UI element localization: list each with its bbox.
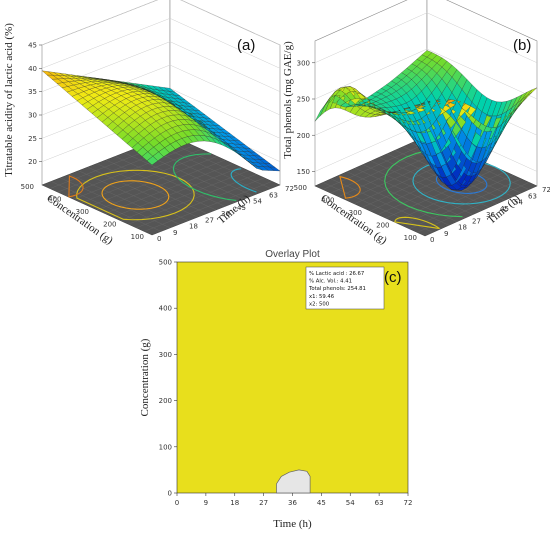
panel-label: (c) <box>384 269 402 286</box>
z-tick-label: 40 <box>28 65 37 73</box>
legend-entry: % Alc. Vol.: 4.41 <box>309 279 352 285</box>
time-tick-label: 45 <box>500 205 509 213</box>
panel-label: (a) <box>237 37 255 54</box>
y-tick-label: 400 <box>159 305 172 313</box>
x-tick-label: 54 <box>346 499 355 507</box>
floor-contour <box>101 180 170 210</box>
time-tick-label: 63 <box>528 192 537 200</box>
time-tick-label: 54 <box>253 198 262 206</box>
time-tick-label: 72 <box>542 186 550 194</box>
z-tick-label: 20 <box>28 158 37 166</box>
y-tick-label: 200 <box>159 397 172 405</box>
y-tick-label: 300 <box>159 351 172 359</box>
concentration-tick-label: 300 <box>76 208 89 216</box>
surface-mesh <box>41 70 281 172</box>
z-tick-label: 35 <box>28 88 37 96</box>
wall-gridline <box>314 48 538 100</box>
wall-gridline <box>314 12 538 63</box>
z-tick-label: 30 <box>28 112 37 120</box>
concentration-tick-label: 300 <box>349 209 362 217</box>
y-axis-label: Concentration (g) <box>139 338 151 416</box>
x-tick-label: 63 <box>375 499 384 507</box>
floor-contour <box>394 216 440 230</box>
concentration-tick-label: 400 <box>48 196 61 204</box>
floor-contour <box>384 147 463 218</box>
concentration-tick-label: 200 <box>103 221 116 229</box>
floor-contour <box>172 153 237 202</box>
surface-plot-a: 20 25 30 35 40 45 100 200 300 400 500 0 9 18 27 36 45 54 6… <box>3 0 294 247</box>
surface-cell <box>314 104 326 122</box>
overlay-title: Overlay Plot <box>265 249 320 260</box>
legend-box <box>305 266 385 310</box>
y-tick-label: 0 <box>168 490 172 498</box>
time-tick-label: 0 <box>157 235 161 243</box>
floor-grid <box>89 156 218 207</box>
concentration-tick-label: 200 <box>376 222 389 230</box>
panel-label: (b) <box>513 37 531 54</box>
time-tick-label: 27 <box>205 216 214 224</box>
surface-cell <box>41 70 54 76</box>
z-tick-label: 150 <box>297 168 310 176</box>
z-tick-label: 25 <box>28 135 37 143</box>
time-tick-label: 18 <box>189 223 198 231</box>
floor-contour <box>230 168 257 193</box>
time-tick-label: 0 <box>430 236 434 244</box>
legend-entry: Total phenols: 254.81 <box>308 286 366 292</box>
x-tick-label: 9 <box>204 499 208 507</box>
time-tick-label: 9 <box>444 230 448 238</box>
floor-grid <box>115 156 226 207</box>
concentration-tick-label: 400 <box>321 197 334 205</box>
floor-contour <box>68 175 84 198</box>
z-axis-label: Titratable acidity of lactic acid (%) <box>3 23 15 177</box>
floor-grid <box>73 149 202 200</box>
x-tick-label: 45 <box>317 499 326 507</box>
y-tick-label: 500 <box>159 259 172 267</box>
infeasible-region <box>276 469 311 494</box>
legend-entry: x2: 500 <box>309 301 330 307</box>
legend-entry: x1: 59.46 <box>309 294 335 300</box>
time-tick-label: 36 <box>486 211 495 219</box>
wall-gridline <box>41 0 281 46</box>
z-tick-label: 45 <box>28 42 37 50</box>
x-tick-label: 0 <box>175 499 179 507</box>
legend-entry: % Lactic acid : 26.67 <box>309 271 364 277</box>
floor-contour <box>339 175 361 199</box>
x-tick-label: 27 <box>259 499 268 507</box>
floor-grid <box>378 157 490 208</box>
z-tick-label: 250 <box>297 96 310 104</box>
z-tick-label: 200 <box>297 132 310 140</box>
time-tick-label: 54 <box>514 199 523 207</box>
floor-grid <box>96 159 226 211</box>
surface-mesh <box>314 50 538 191</box>
concentration-tick-label: 100 <box>131 233 144 241</box>
time-tick-label: 18 <box>458 224 467 232</box>
concentration-tick-label: 500 <box>21 183 34 191</box>
time-tick-label: 27 <box>472 217 481 225</box>
overlay-plot-c: Overlay Plot 0 9 18 27 36 45 54 63 72 0 100 200 300 40… <box>139 249 412 530</box>
time-tick-label: 9 <box>173 229 177 237</box>
x-axis-label: Time (h) <box>273 518 312 530</box>
concentration-tick-label: 500 <box>294 184 307 192</box>
z-tick-label: 300 <box>297 59 310 67</box>
y-tick-label: 100 <box>159 443 172 451</box>
z-axis-label: Total phenols (mg GAE/g) <box>282 41 294 159</box>
time-tick-label: 36 <box>221 210 230 218</box>
x-tick-label: 72 <box>404 499 413 507</box>
floor-contour <box>76 169 195 221</box>
surface-plot-b: 150 200 250 300 100 200 300 400 500 0 9 18 27 36 45 54 6… <box>282 0 550 247</box>
concentration-tick-label: 100 <box>404 234 417 242</box>
time-tick-label: 63 <box>269 191 278 199</box>
wall-gridline <box>41 18 281 69</box>
overlay-legend: % Lactic acid : 26.67 % Alc. Vol.: 4.41To… <box>305 266 385 310</box>
x-tick-label: 36 <box>288 499 297 507</box>
x-tick-label: 18 <box>230 499 239 507</box>
time-tick-label: 45 <box>237 204 246 212</box>
wall-gridline <box>41 41 281 92</box>
time-tick-label: 72 <box>285 185 294 193</box>
